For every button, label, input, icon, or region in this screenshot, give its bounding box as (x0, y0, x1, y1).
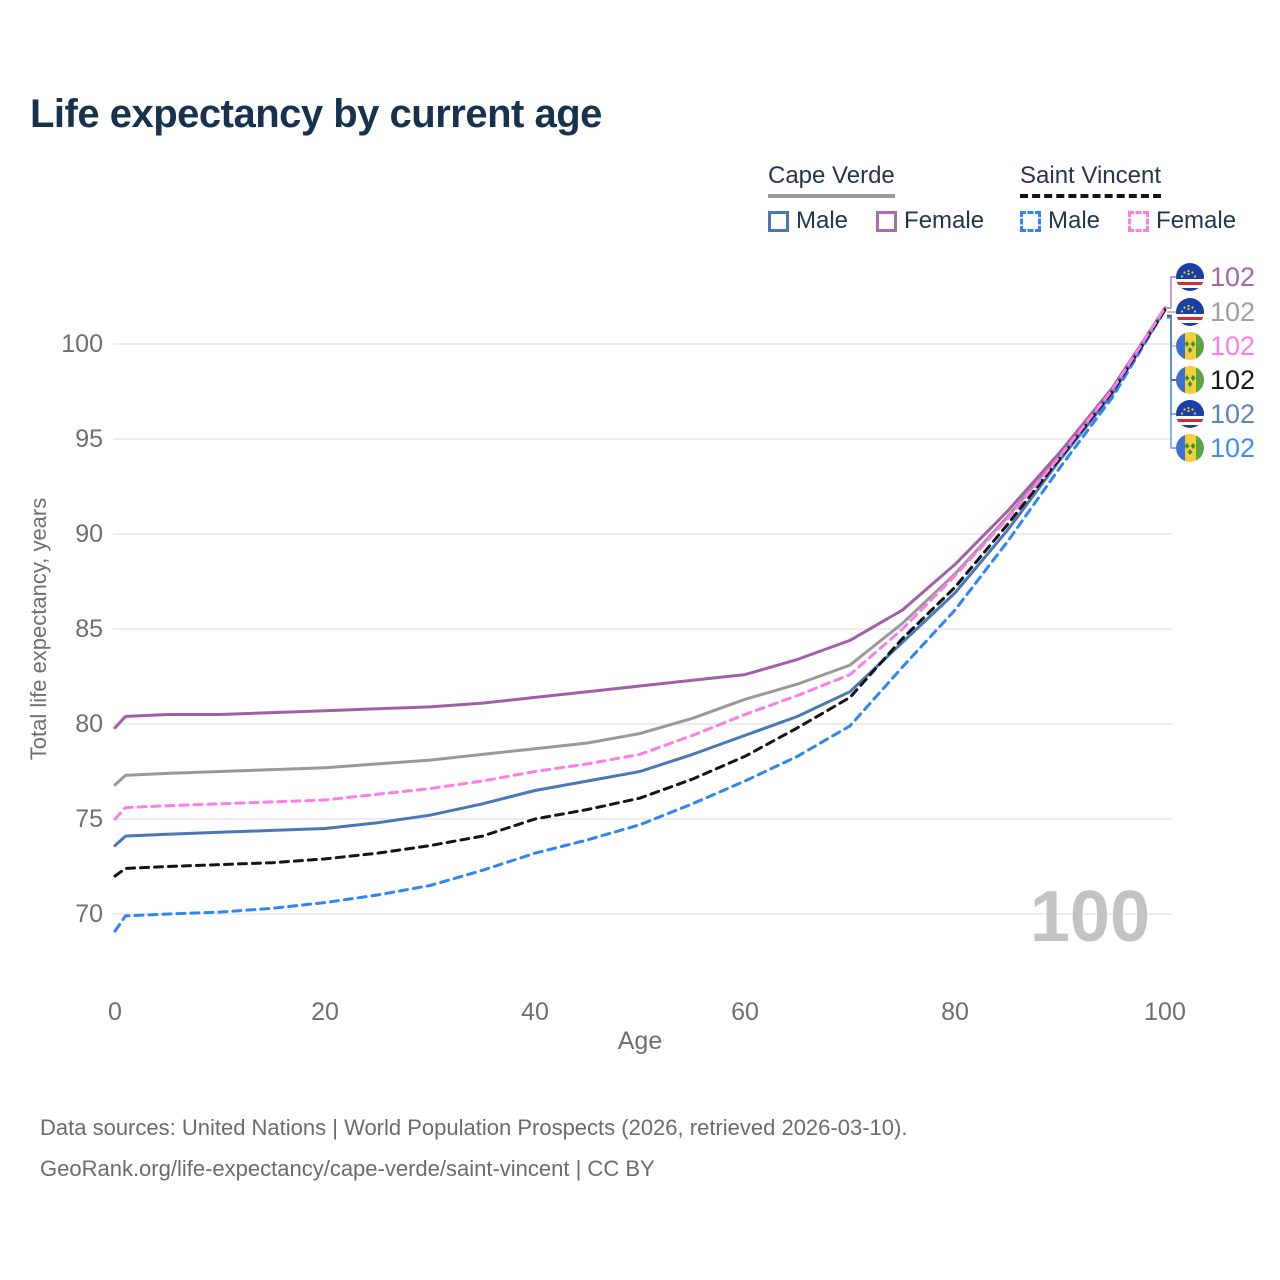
flag-icon-saint-vincent (1176, 332, 1204, 360)
legend-header-cape-verde[interactable]: Cape Verde (768, 162, 895, 198)
legend-item-saint-vincent-male[interactable]: Male (1020, 207, 1100, 235)
y-tick-label: 100 (61, 330, 103, 358)
legend-header-saint-vincent[interactable]: Saint Vincent (1020, 162, 1161, 198)
x-tick-label: 100 (1144, 998, 1186, 1026)
page-title: Life expectancy by current age (30, 92, 602, 136)
legend-group-saint-vincent: Saint Vincent Male Female (1020, 162, 1236, 235)
end-label-value: 102 (1210, 433, 1255, 463)
x-tick-label: 40 (521, 998, 549, 1026)
legend-item-cape-verde-female[interactable]: Female (876, 207, 984, 235)
hover-age-watermark: 100 (1030, 877, 1150, 957)
end-label-value: 102 (1210, 331, 1255, 361)
legend-item-cape-verde-male[interactable]: Male (768, 207, 848, 235)
end-label-value: 102 (1210, 262, 1255, 292)
y-tick-label: 80 (75, 710, 103, 738)
end-label-value: 102 (1210, 297, 1255, 327)
x-tick-label: 60 (731, 998, 759, 1026)
series-line-saint-vincent-female[interactable] (113, 306, 1167, 821)
legend-label: Female (1156, 207, 1237, 234)
y-tick-label: 70 (75, 900, 103, 928)
series-line-cape-verde-male[interactable] (113, 308, 1167, 848)
legend-label: Male (796, 207, 849, 234)
swatch-cape-verde-male (768, 210, 789, 232)
swatch-cape-verde-female (876, 210, 898, 232)
swatch-saint-vincent-female (1128, 210, 1150, 232)
y-tick-label: 90 (75, 520, 103, 548)
footer: Data sources: United Nations | World Pop… (40, 1108, 907, 1189)
series-line-saint-vincent-male[interactable] (113, 308, 1167, 933)
end-label-value: 102 (1210, 365, 1255, 395)
y-tick-label: 95 (75, 425, 103, 453)
swatch-saint-vincent-male (1020, 210, 1041, 232)
legend-item-saint-vincent-female[interactable]: Female (1128, 207, 1236, 235)
footer-url: GeoRank.org/life-expectancy/cape-verde/s… (40, 1155, 655, 1181)
legend-label: Male (1048, 207, 1101, 234)
flag-icon-cape-verde (1176, 298, 1204, 326)
x-tick-label: 20 (311, 998, 339, 1026)
y-tick-label: 85 (75, 615, 103, 643)
legend-group-cape-verde: Cape Verde Male Female (768, 162, 984, 235)
y-axis-title: Total life expectancy, years (26, 498, 51, 761)
end-label-value: 102 (1210, 399, 1255, 429)
x-tick-label: 80 (941, 998, 969, 1026)
x-axis-title: Age (618, 1027, 662, 1055)
end-label-connector (1167, 317, 1176, 449)
series-line-cape-verde-female[interactable] (113, 306, 1167, 730)
flag-icon-cape-verde (1176, 400, 1204, 428)
footer-data-sources: Data sources: United Nations | World Pop… (40, 1115, 908, 1140)
x-tick-label: 0 (108, 998, 122, 1026)
flag-icon-saint-vincent (1176, 434, 1204, 462)
series-line-saint-vincent-both-sexes[interactable] (113, 308, 1167, 878)
end-label-connector (1167, 276, 1176, 309)
flag-icon-saint-vincent (1176, 366, 1204, 394)
legend-label: Female (904, 207, 985, 234)
y-tick-label: 75 (75, 805, 103, 833)
flag-icon-cape-verde (1176, 263, 1204, 291)
